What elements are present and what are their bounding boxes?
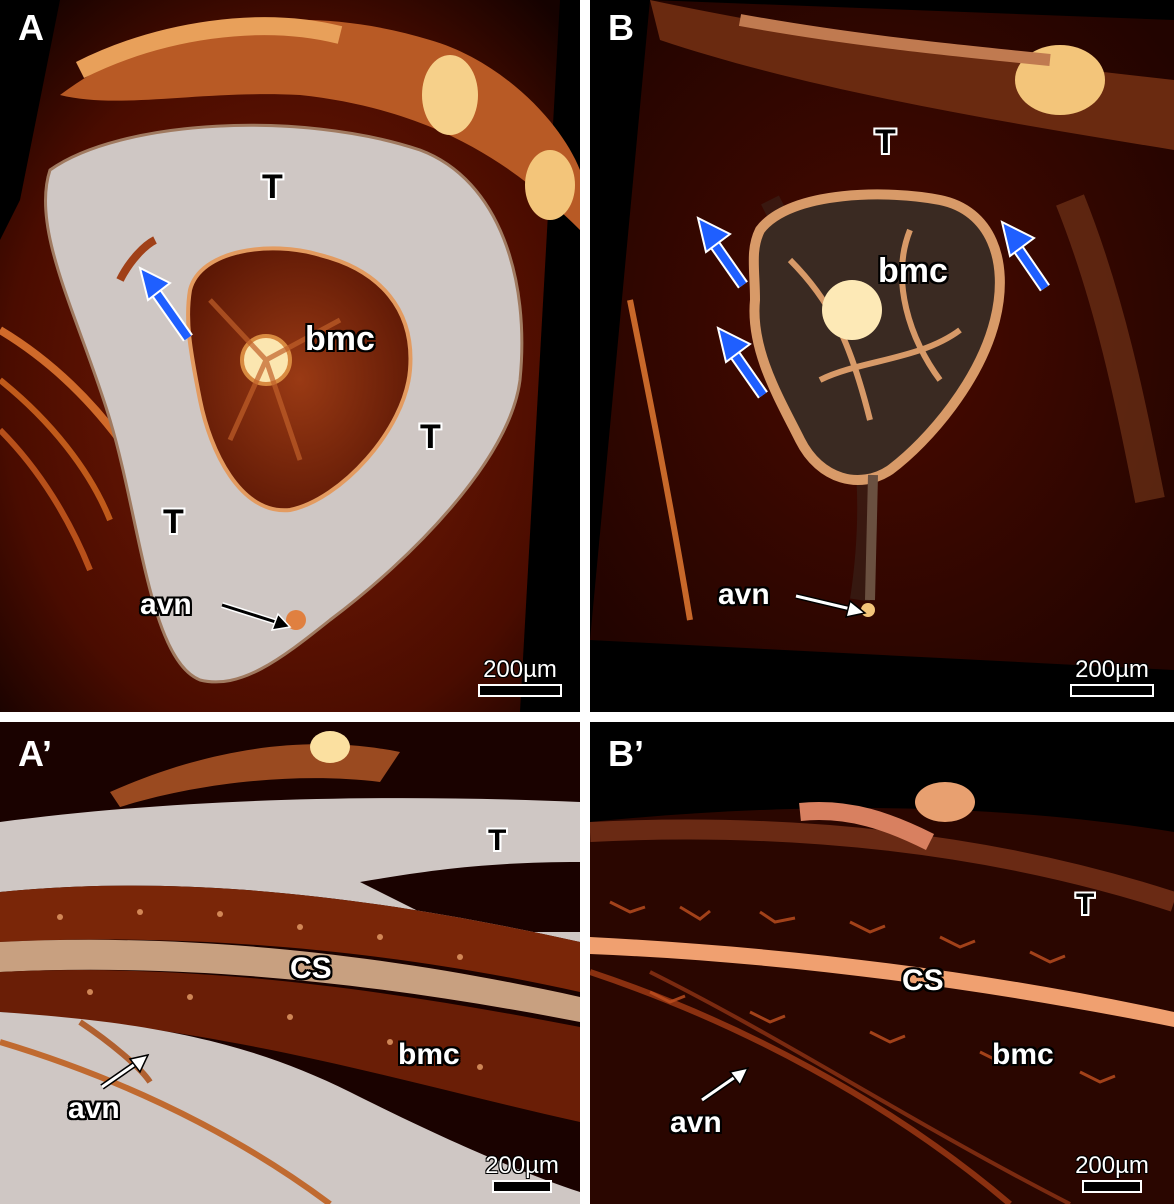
panel-b-label-bmc: bmc (878, 252, 948, 290)
panel-b-prime-label-cs: CS (902, 964, 944, 997)
panel-a-prime-label-avn: avn (68, 1092, 120, 1125)
panel-b-prime-arrows (700, 1066, 750, 1103)
panel-a-prime-scale-label: 200µm (485, 1152, 559, 1179)
panel-b: B T bmc avn 200µm (590, 0, 1174, 712)
panel-b-prime-label-avn: avn (670, 1106, 722, 1139)
panel-a: A T T T bmc avn 200µm (0, 0, 580, 712)
panel-a-prime-label-t: T (488, 824, 507, 857)
panel-a-label-t-right: T (420, 418, 441, 456)
panel-b-prime-micrograph (590, 722, 1174, 1204)
panel-a-label-avn: avn (140, 588, 192, 621)
panel-a-scale-label: 200µm (483, 656, 557, 683)
panel-b-label-avn: avn (718, 578, 770, 611)
panel-a-letter: A (18, 7, 44, 48)
panel-a-label-t-top: T (262, 168, 283, 206)
avn-arrow-icon (700, 1066, 750, 1103)
panel-a-prime-micrograph (0, 722, 580, 1204)
panel-b-micrograph (590, 0, 1174, 712)
panel-a-prime-label-cs: CS (290, 952, 332, 985)
panel-b-prime-scale-bar: 200µm (1062, 1152, 1162, 1193)
avn-arrow-icon (795, 593, 867, 618)
panel-a-micrograph (0, 0, 580, 712)
panel-b-scale-label: 200µm (1075, 656, 1149, 683)
panel-a-label-bmc: bmc (305, 320, 375, 358)
panel-a-prime-arrows (100, 1053, 150, 1090)
panel-b-scale-bar: 200µm (1062, 656, 1162, 697)
panel-b-arrows (696, 216, 1050, 618)
panel-b-prime-label-t: T (1076, 888, 1095, 921)
panel-a-prime: A’ T CS bmc avn 200µm (0, 722, 580, 1204)
avn-arrow-icon (221, 602, 292, 631)
panel-b-prime-scale-label: 200µm (1075, 1152, 1149, 1179)
panel-b-prime: B’ T CS bmc avn 200µm (590, 722, 1174, 1204)
panel-b-prime-label-bmc: bmc (992, 1038, 1054, 1071)
panel-a-scale-bar: 200µm (470, 656, 570, 697)
blue-arrow-icon (716, 326, 768, 399)
panel-a-arrows (138, 266, 292, 631)
blue-arrow-icon (1000, 220, 1050, 292)
panel-b-prime-letter: B’ (608, 733, 644, 774)
panel-b-letter: B (608, 7, 634, 48)
panel-a-prime-label-bmc: bmc (398, 1038, 460, 1071)
blue-arrow-icon (138, 266, 193, 342)
avn-arrow-icon (100, 1053, 150, 1090)
panel-a-prime-scale-bar: 200µm (472, 1152, 572, 1193)
panel-a-prime-letter: A’ (18, 733, 53, 774)
panel-a-label-t-left: T (163, 503, 184, 541)
blue-arrow-icon (696, 216, 748, 289)
panel-b-label-t: T (875, 123, 896, 161)
